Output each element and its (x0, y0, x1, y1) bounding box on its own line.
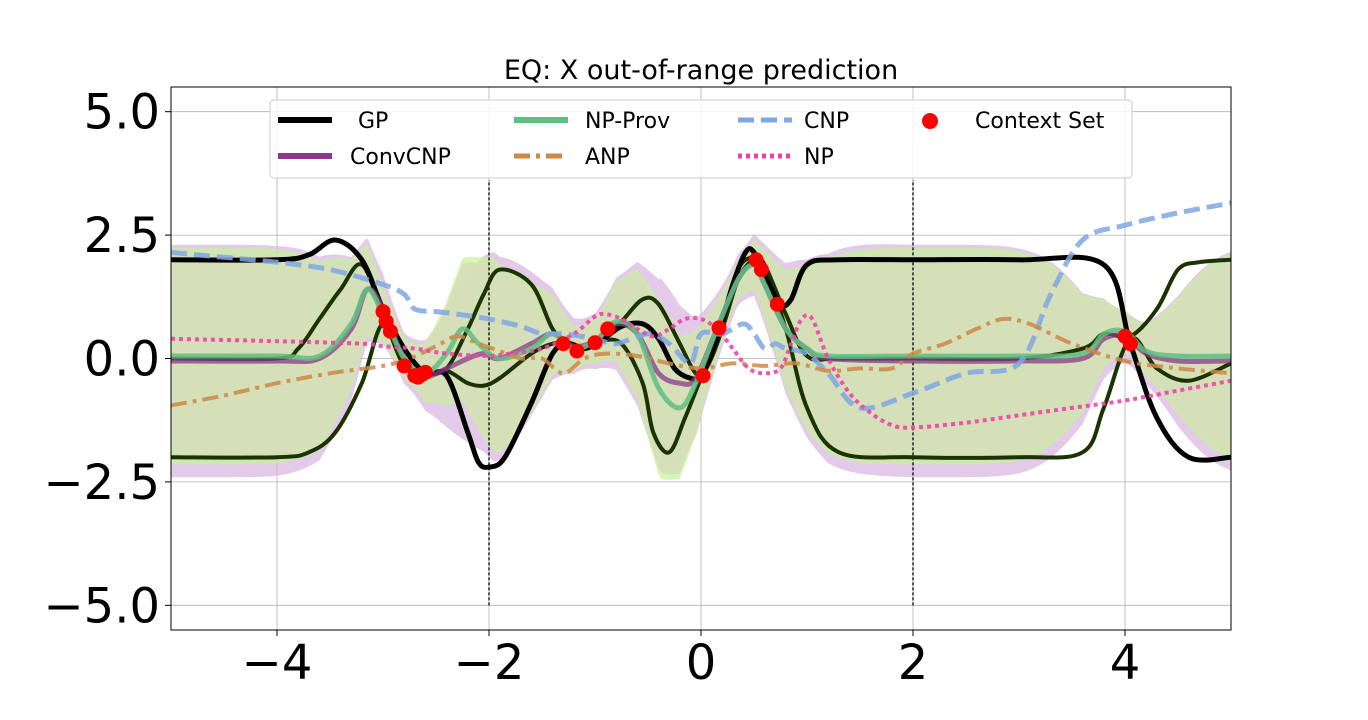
context-point (695, 368, 711, 384)
x-tick-label: 0 (686, 635, 717, 691)
context-point (555, 336, 571, 352)
chart-title: EQ: X out-of-range prediction (504, 55, 898, 86)
legend-swatch-context (922, 113, 938, 129)
context-point (417, 364, 433, 380)
x-tick-label: −2 (454, 635, 525, 691)
context-point (711, 320, 727, 336)
context-point (769, 296, 785, 312)
x-tick-label: 2 (898, 635, 929, 691)
band-overlap (171, 242, 1231, 475)
x-tick-label: 4 (1110, 635, 1141, 691)
context-point (753, 262, 769, 278)
y-axis-ticks: 5.0 2.5 0.0 −2.5 −5.0 (43, 85, 171, 634)
legend-label-anp: ANP (585, 145, 630, 170)
series-cnp (171, 200, 1231, 411)
legend-label-np: NP (804, 145, 834, 170)
series-lines (171, 200, 1231, 470)
y-tick-label: 0.0 (84, 332, 160, 388)
x-tick-label: −4 (242, 635, 313, 691)
context-point (587, 335, 603, 351)
context-point (569, 343, 585, 359)
context-point (1122, 336, 1138, 352)
y-tick-label: −5.0 (43, 578, 160, 634)
y-tick-label: 2.5 (84, 208, 160, 264)
series-gp (171, 237, 1231, 470)
legend-label-gp: GP (358, 109, 388, 134)
legend-label-npprov: NP-Prov (585, 109, 670, 134)
series-anp (171, 316, 1231, 408)
legend-label-context: Context Set (975, 109, 1105, 134)
series-np (171, 311, 1231, 430)
legend-label-convcnp: ConvCNP (350, 145, 451, 170)
y-tick-label: −2.5 (43, 455, 160, 511)
context-point (396, 358, 412, 374)
legend-box (269, 99, 1133, 179)
context-point (382, 323, 398, 339)
context-points (375, 252, 1138, 385)
x-axis-ticks: −4 −2 0 2 4 (242, 630, 1141, 691)
context-point (600, 321, 616, 337)
uncertainty-bands (171, 233, 1231, 480)
y-tick-label: 5.0 (84, 85, 160, 141)
legend: GP NP-Prov CNP Context Set ConvCNP ANP N… (269, 99, 1133, 179)
legend-label-cnp: CNP (804, 109, 849, 134)
